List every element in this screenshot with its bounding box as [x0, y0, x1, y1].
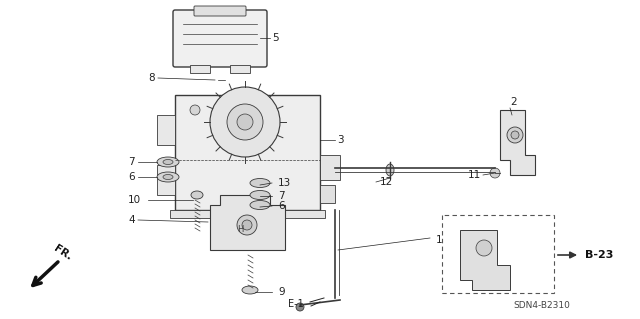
Text: 2: 2 — [510, 97, 516, 107]
Bar — [157, 165, 175, 195]
Circle shape — [227, 104, 263, 140]
Text: FR.: FR. — [52, 243, 74, 262]
Bar — [190, 65, 210, 73]
Bar — [320, 185, 335, 203]
Ellipse shape — [191, 191, 203, 199]
Text: 1: 1 — [436, 235, 443, 245]
FancyBboxPatch shape — [173, 10, 267, 67]
Circle shape — [237, 215, 257, 235]
Bar — [170, 210, 325, 218]
Ellipse shape — [157, 157, 179, 167]
Circle shape — [237, 114, 253, 130]
Text: 5: 5 — [272, 33, 278, 43]
Text: SDN4-B2310: SDN4-B2310 — [513, 300, 570, 309]
Text: 4: 4 — [128, 215, 134, 225]
Circle shape — [490, 168, 500, 178]
Ellipse shape — [163, 160, 173, 165]
Text: H: H — [237, 226, 243, 234]
Text: E-1: E-1 — [288, 299, 304, 309]
FancyBboxPatch shape — [194, 6, 246, 16]
Circle shape — [296, 303, 304, 311]
Ellipse shape — [386, 164, 394, 176]
Text: 12: 12 — [380, 177, 393, 187]
Text: 7: 7 — [128, 157, 134, 167]
Bar — [320, 155, 340, 180]
Text: 6: 6 — [278, 201, 285, 211]
Ellipse shape — [163, 174, 173, 180]
Text: B-23: B-23 — [585, 250, 613, 260]
Ellipse shape — [250, 190, 270, 199]
Text: 10: 10 — [128, 195, 141, 205]
Polygon shape — [210, 195, 285, 250]
Text: 7: 7 — [278, 191, 285, 201]
Circle shape — [190, 105, 200, 115]
Ellipse shape — [157, 172, 179, 182]
Text: 3: 3 — [337, 135, 344, 145]
Circle shape — [511, 131, 519, 139]
Circle shape — [210, 87, 280, 157]
Polygon shape — [460, 230, 510, 290]
Text: 9: 9 — [278, 287, 285, 297]
Circle shape — [507, 127, 523, 143]
Text: 8: 8 — [148, 73, 155, 83]
Text: 6: 6 — [128, 172, 134, 182]
Circle shape — [476, 240, 492, 256]
Ellipse shape — [242, 286, 258, 294]
Bar — [230, 65, 250, 73]
Bar — [175, 95, 320, 210]
Ellipse shape — [250, 179, 270, 188]
Text: 11: 11 — [468, 170, 481, 180]
Bar — [157, 115, 175, 145]
Circle shape — [242, 220, 252, 230]
Text: 13: 13 — [278, 178, 291, 188]
Polygon shape — [500, 110, 535, 175]
Ellipse shape — [250, 201, 270, 210]
